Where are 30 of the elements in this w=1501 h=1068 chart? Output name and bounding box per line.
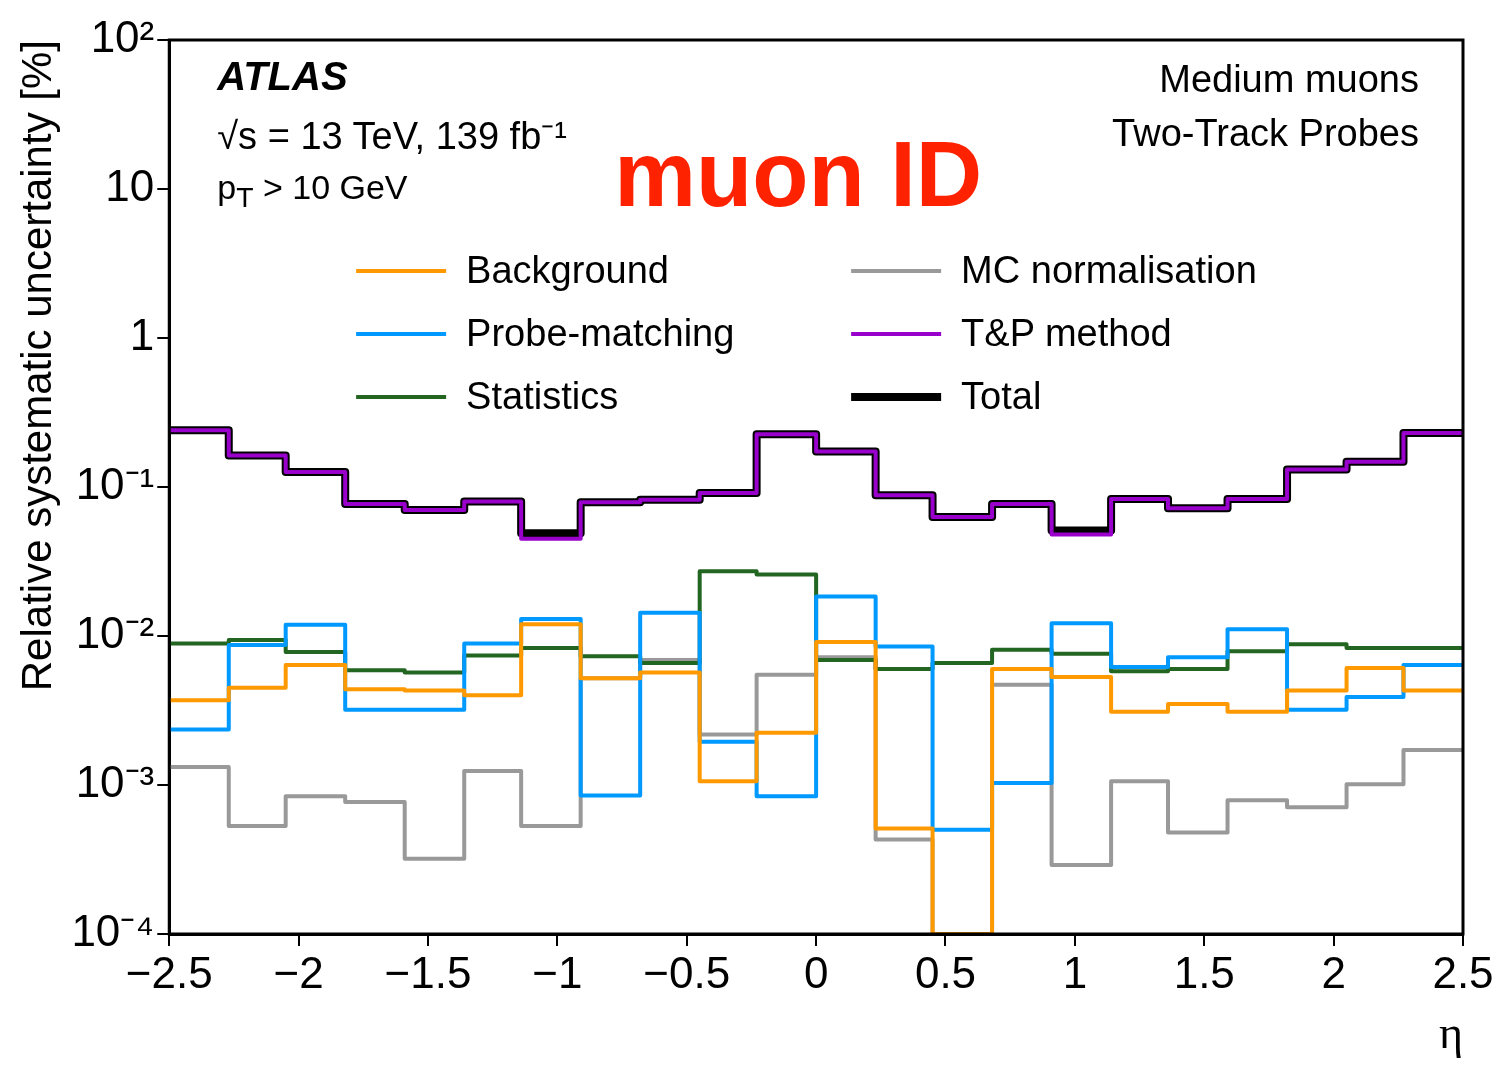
y-tick-label: 10⁻² bbox=[75, 608, 155, 658]
x-tick-label: −2 bbox=[273, 947, 324, 997]
x-tick-label: 0 bbox=[803, 947, 829, 997]
legend-label: Probe-matching bbox=[466, 312, 735, 355]
annotation: √s = 13 TeV, 139 fb⁻¹ bbox=[217, 114, 567, 159]
annotation: muon ID bbox=[614, 122, 983, 227]
x-tick-label: −1.5 bbox=[384, 947, 472, 997]
annotation: Medium muons bbox=[1159, 58, 1419, 101]
x-axis-title: η bbox=[1438, 1007, 1463, 1059]
legend-label: Total bbox=[961, 375, 1042, 418]
annotation: ATLAS bbox=[217, 54, 348, 99]
legend-label: MC normalisation bbox=[961, 249, 1257, 292]
y-tick-label: 10² bbox=[90, 12, 155, 62]
legend-label: T&P method bbox=[961, 312, 1172, 355]
annotation: Two-Track Probes bbox=[1112, 112, 1419, 155]
x-tick-label: 1.5 bbox=[1173, 947, 1235, 997]
annotation: p$_{T}$ > 10 GeV bbox=[217, 168, 408, 214]
x-tick-label: 2.5 bbox=[1432, 947, 1494, 997]
y-tick-label: 10⁻³ bbox=[75, 757, 155, 807]
legend-label: Statistics bbox=[466, 375, 619, 418]
legend-label: Background bbox=[466, 249, 669, 292]
x-tick-label: −0.5 bbox=[643, 947, 731, 997]
x-tick-label: 2 bbox=[1321, 947, 1346, 997]
y-tick-label: 1 bbox=[129, 310, 155, 360]
y-tick-label: 10⁻¹ bbox=[75, 459, 155, 509]
x-tick-label: −1 bbox=[532, 947, 583, 997]
y-axis-title: Relative systematic uncertainty [%] bbox=[12, 40, 60, 692]
x-tick-label: 1 bbox=[1062, 947, 1088, 997]
x-tick-label: 0.5 bbox=[914, 947, 977, 997]
y-tick-label: 10 bbox=[105, 161, 155, 211]
